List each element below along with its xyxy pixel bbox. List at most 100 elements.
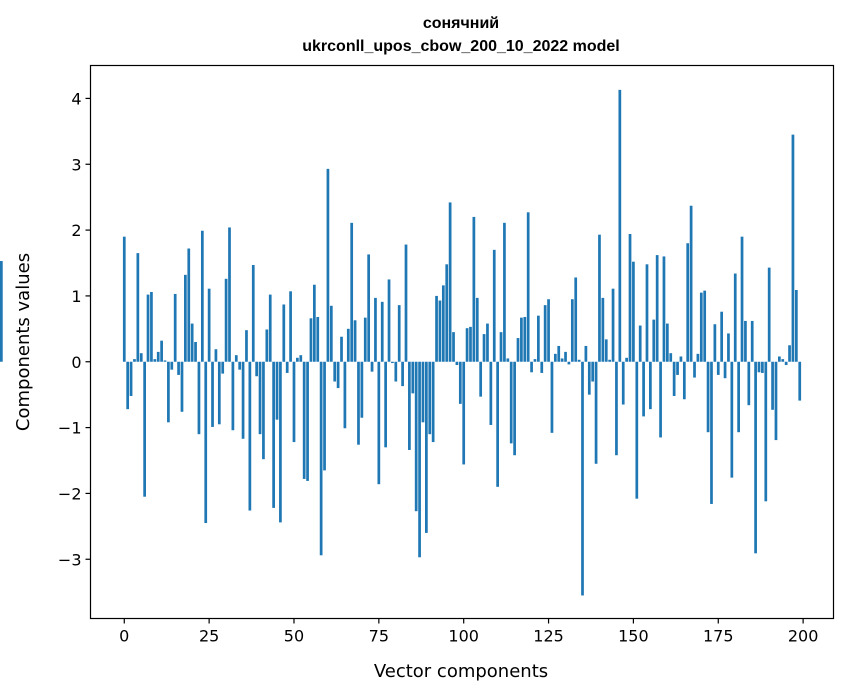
bars-group xyxy=(0,89,802,596)
bar xyxy=(540,361,544,373)
bar xyxy=(258,361,262,435)
bar xyxy=(197,361,201,435)
bar xyxy=(509,361,513,444)
bar xyxy=(638,325,642,362)
bar xyxy=(699,292,703,362)
bar xyxy=(703,290,707,362)
bar xyxy=(333,361,337,382)
bar xyxy=(771,361,774,410)
bar xyxy=(462,361,466,465)
bar xyxy=(733,273,737,362)
y-tick-label: 3 xyxy=(71,155,81,174)
bar xyxy=(730,361,734,478)
bar xyxy=(299,355,303,362)
bar xyxy=(581,361,584,596)
bar xyxy=(146,294,150,362)
bar xyxy=(584,345,588,362)
bar xyxy=(160,340,163,362)
bar xyxy=(380,301,384,362)
x-tick-label: 125 xyxy=(533,627,564,646)
bar xyxy=(248,361,252,511)
bar xyxy=(296,357,299,362)
bar xyxy=(187,248,191,362)
bar xyxy=(526,212,530,362)
bar xyxy=(492,249,496,362)
bar xyxy=(727,333,730,362)
x-tick-label: 100 xyxy=(448,627,479,646)
bar xyxy=(693,361,696,378)
bar xyxy=(615,361,618,456)
bar xyxy=(740,236,744,362)
bar xyxy=(136,253,140,362)
bar xyxy=(445,264,449,362)
bar xyxy=(506,358,510,362)
bar xyxy=(475,297,479,362)
bar xyxy=(686,243,690,362)
bar xyxy=(761,361,764,373)
bar xyxy=(323,361,326,471)
bar xyxy=(397,305,401,362)
bar xyxy=(184,274,187,362)
bar xyxy=(302,361,306,479)
bar xyxy=(649,361,652,410)
bar xyxy=(173,293,177,362)
bar xyxy=(553,353,557,362)
bar xyxy=(329,305,333,362)
bar xyxy=(217,361,221,425)
bar xyxy=(353,320,357,362)
bar xyxy=(441,285,445,362)
bar xyxy=(791,134,795,362)
y-tick-label: −3 xyxy=(58,550,82,569)
bar xyxy=(370,361,374,372)
bar xyxy=(472,216,476,362)
bar xyxy=(716,361,720,375)
bar xyxy=(601,297,605,362)
bar xyxy=(139,353,143,362)
bar xyxy=(591,361,595,382)
bar xyxy=(747,361,751,406)
bar xyxy=(340,336,343,362)
bar xyxy=(414,361,418,512)
bar xyxy=(360,361,364,418)
bar xyxy=(245,330,248,362)
bar xyxy=(608,359,612,362)
bar xyxy=(774,361,778,441)
bar xyxy=(425,361,428,533)
y-axis-label: Components values xyxy=(13,253,34,431)
bar xyxy=(418,361,421,558)
bar xyxy=(713,324,717,362)
bar xyxy=(282,304,286,362)
bar xyxy=(737,361,740,433)
bar xyxy=(448,202,452,362)
bar xyxy=(764,361,768,502)
bar xyxy=(794,289,798,362)
bar xyxy=(574,277,578,362)
bar xyxy=(190,323,194,362)
bar xyxy=(482,334,486,362)
y-tick-label: 1 xyxy=(71,287,81,306)
bar xyxy=(275,361,279,420)
bar xyxy=(567,361,571,365)
bar xyxy=(126,361,130,410)
bar xyxy=(129,361,133,396)
bar xyxy=(204,361,208,524)
bar xyxy=(238,361,242,370)
bar xyxy=(363,317,367,362)
bar xyxy=(153,359,157,362)
bar xyxy=(689,205,693,362)
bar xyxy=(374,297,377,362)
bar xyxy=(499,332,503,362)
bar xyxy=(523,316,527,362)
bar xyxy=(0,261,3,362)
bar xyxy=(635,361,639,499)
bar xyxy=(665,323,669,362)
bar xyxy=(452,332,455,362)
bar xyxy=(520,317,523,362)
bar xyxy=(672,361,676,396)
bar xyxy=(336,361,340,389)
x-tick-label: 175 xyxy=(703,627,734,646)
x-tick-label: 0 xyxy=(119,627,129,646)
bar xyxy=(594,361,598,464)
bar xyxy=(465,328,469,362)
bar xyxy=(757,361,761,373)
